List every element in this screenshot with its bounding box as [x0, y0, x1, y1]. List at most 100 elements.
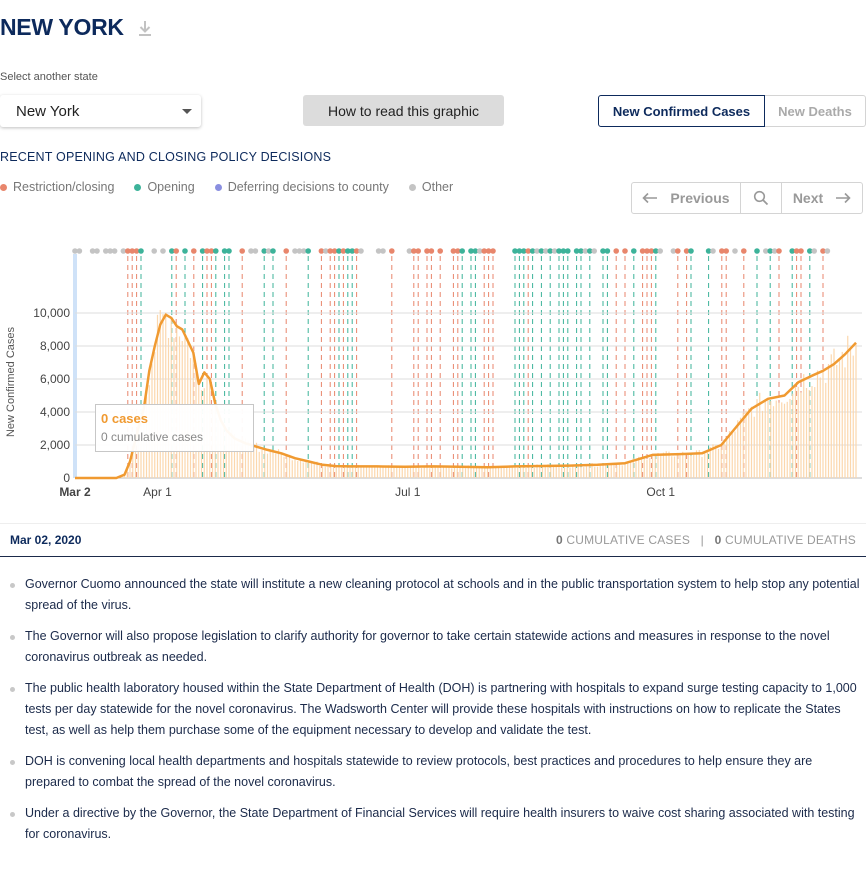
policy-dot: [688, 248, 694, 254]
daily-bar: [775, 400, 777, 478]
daily-bar: [225, 431, 227, 478]
policy-dot: [239, 248, 245, 254]
y-tick-label: 10,000: [33, 306, 70, 320]
policy-dot: [591, 248, 597, 254]
policy-dot: [270, 248, 276, 254]
daily-bar: [849, 347, 852, 478]
daily-bar: [242, 438, 244, 478]
policy-dot: [191, 248, 197, 254]
daily-bar: [706, 452, 709, 478]
how-to-read-button[interactable]: How to read this graphic: [303, 95, 504, 126]
cases-chart[interactable]: 0 2,000 4,000 6,000 8,000 10,000 New Confirmed…: [0, 238, 866, 500]
policy-dot: [213, 248, 219, 254]
daily-bar: [489, 466, 491, 478]
legend-label: Other: [421, 180, 454, 194]
daily-bar: [607, 465, 610, 478]
policy-dot: [670, 248, 677, 254]
policy-dot: [481, 248, 488, 254]
policy-dot: [763, 248, 769, 254]
daily-bar: [583, 467, 585, 478]
daily-bar: [585, 466, 588, 478]
policy-dot: [657, 248, 663, 254]
daily-bar: [264, 448, 266, 478]
search-button[interactable]: [741, 183, 782, 213]
policy-dot: [468, 248, 474, 254]
policy-dot: [265, 248, 272, 254]
policy-dot: [683, 248, 690, 254]
daily-bar: [671, 456, 673, 478]
daily-bar: [170, 319, 172, 478]
daily-bar: [497, 465, 500, 478]
new-deaths-toggle[interactable]: New Deaths: [765, 95, 866, 127]
daily-bar: [682, 451, 684, 478]
daily-bar: [767, 400, 769, 478]
daily-bar: [726, 437, 728, 478]
tooltip-cases: 0 cases: [101, 411, 148, 426]
policy-dot: [138, 248, 144, 254]
next-button[interactable]: Next: [782, 183, 862, 213]
daily-bar: [354, 466, 357, 478]
policy-dot: [538, 248, 545, 254]
policy-dot: [485, 248, 492, 254]
policy-dot: [107, 248, 113, 254]
policy-dot: [521, 248, 527, 254]
daily-bar: [822, 370, 824, 478]
daily-bar: [816, 370, 819, 478]
daily-bar: [737, 420, 739, 478]
cumulative-cases-value: 0: [555, 533, 563, 547]
new-cases-toggle[interactable]: New Confirmed Cases: [598, 95, 765, 127]
daily-bar: [731, 430, 733, 478]
state-select[interactable]: New York: [0, 95, 201, 127]
daily-bar: [803, 374, 805, 478]
list-item: Governor Cuomo announced the state will …: [10, 574, 860, 616]
policy-dot: [323, 248, 329, 254]
daily-bar: [500, 467, 502, 478]
policy-dot: [248, 248, 254, 254]
policy-dot: [767, 248, 773, 254]
daily-bar: [574, 464, 577, 478]
daily-bar: [297, 461, 299, 478]
policy-legend: Restriction/closing Opening Deferring de…: [0, 180, 453, 194]
policy-dot: [560, 248, 567, 254]
policy-dot: [824, 248, 831, 254]
daily-bar: [288, 454, 291, 478]
daily-bar: [305, 462, 307, 478]
download-icon[interactable]: [136, 18, 154, 38]
x-tick-label: Oct 1: [646, 485, 675, 499]
daily-bar: [464, 468, 467, 478]
previous-button[interactable]: Previous: [632, 183, 741, 213]
cumulative-separator: |: [700, 533, 704, 547]
daily-bar: [588, 465, 590, 478]
x-tick-label: Apr 1: [143, 485, 172, 499]
legend-label: Deferring decisions to county: [227, 180, 389, 194]
daily-bar: [827, 364, 830, 478]
daily-bar: [530, 467, 533, 478]
daily-bar: [599, 465, 601, 478]
policy-dot: [301, 248, 307, 254]
daily-bar: [258, 451, 260, 478]
daily-bar: [162, 314, 164, 478]
daily-bar: [739, 417, 742, 478]
daily-bar: [123, 474, 126, 478]
policy-heading: RECENT OPENING AND CLOSING POLICY DECISI…: [0, 150, 332, 164]
daily-bar: [673, 456, 676, 478]
daily-bar: [407, 467, 409, 478]
metric-toggle: New Confirmed Cases New Deaths: [598, 95, 866, 127]
daily-bar: [514, 465, 516, 478]
policy-dot: [653, 248, 659, 254]
daily-bar: [247, 440, 249, 478]
daily-bar: [563, 467, 566, 478]
daily-bar: [624, 462, 626, 478]
policy-dot: [754, 248, 760, 254]
deferring-dot-icon: [214, 183, 222, 191]
daily-bar: [519, 466, 522, 478]
policy-dot: [120, 248, 127, 254]
daily-bar: [368, 466, 370, 478]
policy-dot: [490, 248, 496, 254]
daily-bar: [651, 456, 654, 478]
daily-bar: [434, 465, 436, 478]
daily-bar: [374, 465, 376, 478]
daily-bar: [176, 326, 178, 478]
daily-bar: [412, 468, 414, 478]
cases-line: [75, 313, 857, 480]
